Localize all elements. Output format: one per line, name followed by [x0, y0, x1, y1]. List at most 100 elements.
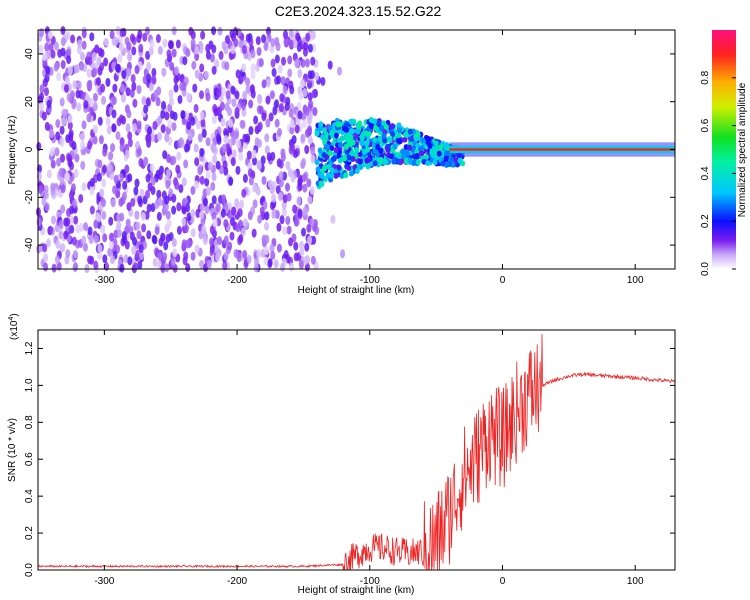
heatmap-cell — [181, 198, 187, 208]
heatmap-cell — [298, 91, 304, 101]
heatmap-cell — [283, 30, 289, 40]
heatmap-cell — [327, 150, 333, 157]
colorbar-tick-label: 0.2 — [700, 214, 711, 228]
heatmap-cell — [66, 92, 72, 102]
heatmap-cell — [274, 118, 280, 128]
heatmap-cell — [73, 262, 79, 272]
heatmap-cell — [103, 37, 109, 47]
heatmap-cell — [164, 195, 170, 205]
heatmap-cell — [212, 154, 218, 164]
heatmap-cell — [278, 103, 284, 113]
heatmap-cell — [256, 46, 262, 56]
heatmap-cell — [150, 203, 156, 213]
heatmap-cell — [178, 137, 184, 147]
heatmap-cell — [136, 230, 142, 240]
heatmap-cell — [38, 44, 44, 54]
heatmap-cell — [168, 97, 174, 107]
heatmap-cell — [308, 31, 314, 41]
heatmap-cell — [274, 209, 280, 219]
heatmap-cell — [223, 251, 229, 261]
heatmap-cell — [38, 185, 44, 195]
heatmap-cell — [161, 67, 167, 77]
heatmap-cell — [258, 105, 264, 115]
heatmap-cell — [307, 235, 313, 245]
heatmap-cell — [42, 243, 48, 253]
heatmap-cell — [126, 109, 132, 119]
heatmap-cell — [400, 153, 406, 160]
heatmap-cell — [274, 36, 280, 46]
heatmap-cell — [245, 33, 251, 43]
heatmap-cell — [132, 123, 138, 133]
heatmap-cell — [112, 83, 118, 93]
heatmap-cell — [101, 178, 107, 188]
heatmap-cell — [51, 215, 57, 225]
heatmap-cell — [375, 144, 381, 151]
heatmap-cell — [261, 34, 267, 44]
heatmap-cell — [167, 40, 173, 50]
heatmap-cell — [81, 40, 87, 50]
heatmap-cell — [199, 63, 205, 73]
heatmap-cell — [326, 163, 332, 170]
heatmap-cell — [272, 106, 278, 116]
heatmap-cell — [59, 97, 65, 107]
heatmap-cell — [127, 52, 133, 62]
heatmap-cell — [92, 92, 98, 102]
heatmap-cell — [81, 29, 87, 39]
heatmap-cell — [166, 219, 172, 229]
heatmap-cell — [264, 145, 270, 155]
heatmap-cell — [261, 112, 267, 122]
heatmap-cell — [286, 225, 292, 235]
heatmap-cell — [72, 80, 78, 90]
heatmap-cell — [166, 49, 172, 59]
y-tick-label: 0.2 — [24, 526, 35, 540]
heatmap-cell — [70, 34, 76, 44]
heatmap-cell — [124, 240, 130, 250]
heatmap-cell — [116, 221, 122, 231]
heatmap-cell — [151, 75, 157, 85]
x-tick-label: -100 — [360, 576, 380, 587]
x-tick-label: -300 — [94, 576, 114, 587]
heatmap-cell — [392, 143, 398, 150]
spectrogram-y-label: Frequency (Hz) — [7, 116, 18, 185]
heatmap-cell — [102, 164, 108, 174]
colorbar-tick-label: 0.0 — [700, 262, 711, 276]
heatmap-cell — [285, 215, 291, 225]
heatmap-cell — [198, 90, 204, 100]
heatmap-cell — [402, 136, 408, 143]
heatmap-cell — [253, 115, 259, 125]
x-tick-label: -100 — [360, 275, 380, 286]
heatmap-cell — [182, 256, 188, 266]
heatmap-cell — [365, 163, 371, 170]
heatmap-cell — [456, 152, 462, 159]
heatmap-cell — [404, 149, 410, 156]
heatmap-cell — [444, 142, 450, 149]
heatmap-cell — [290, 142, 296, 152]
heatmap-cell — [139, 251, 145, 261]
heatmap-cell — [287, 55, 293, 65]
heatmap-cell — [444, 154, 450, 161]
heatmap-cell — [396, 138, 402, 145]
heatmap-cell — [270, 250, 276, 260]
y-tick-label: -40 — [24, 237, 35, 252]
heatmap-cell — [228, 176, 234, 186]
heatmap-cell — [288, 39, 294, 49]
heatmap-cell — [97, 159, 103, 169]
heatmap-cell — [61, 116, 67, 126]
heatmap-cell — [87, 255, 93, 265]
heatmap-cell — [306, 178, 312, 188]
heatmap-cell — [304, 128, 310, 138]
snr-y-scale: (x104) — [8, 313, 20, 340]
heatmap-cell — [337, 66, 343, 76]
heatmap-cell — [105, 116, 111, 126]
heatmap-cell — [200, 30, 206, 40]
heatmap-cell — [215, 252, 221, 262]
heatmap-cell — [57, 48, 63, 58]
heatmap-cell — [74, 64, 80, 74]
heatmap-cell — [186, 239, 192, 249]
heatmap-cell — [436, 150, 442, 157]
heatmap-cell — [199, 111, 205, 121]
heatmap-cell — [185, 48, 191, 58]
heatmap-cell — [368, 116, 374, 123]
heatmap-cell — [209, 225, 215, 235]
